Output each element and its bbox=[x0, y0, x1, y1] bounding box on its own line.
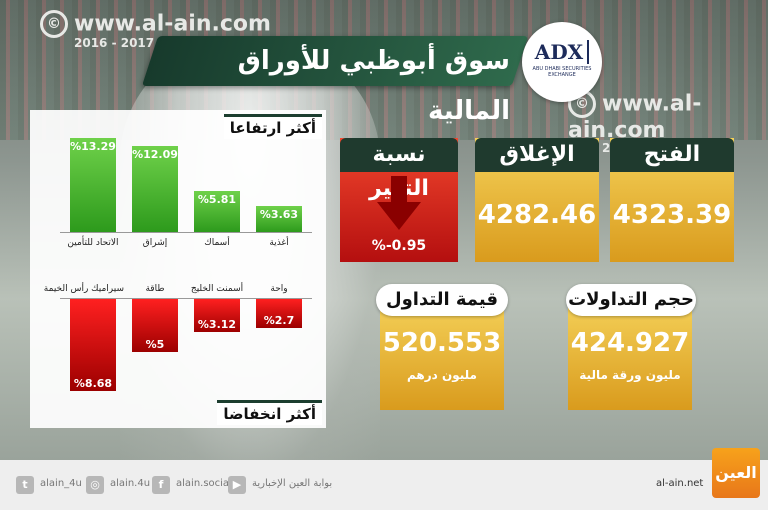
volume-value: 424.927 bbox=[570, 328, 690, 358]
open-card: الفتح 4323.39 bbox=[610, 138, 734, 262]
copyright-icon: © bbox=[40, 10, 68, 38]
open-value: 4323.39 bbox=[612, 200, 732, 230]
gainer-value: %13.29 bbox=[70, 140, 116, 153]
turnover-unit: مليون درهم bbox=[407, 368, 477, 382]
volume-card: 424.927 مليون ورقة مالية bbox=[568, 298, 692, 410]
brand-watermark-top: © www.al-ain.com 2016 - 2017 bbox=[40, 10, 271, 50]
gainer-value: %5.81 bbox=[197, 192, 237, 206]
footer: t alain_4u ◎ alain.4u f alain.social ▶ ب… bbox=[0, 460, 768, 510]
open-label: الفتح bbox=[610, 138, 734, 172]
movers-panel: أكثر ارتفاعا %13.29 الاتحاد للتأمين %12.09… bbox=[30, 110, 326, 428]
facebook-icon[interactable]: f bbox=[152, 476, 170, 494]
change-body: %-0.95 bbox=[340, 168, 458, 254]
loser-bar bbox=[194, 299, 240, 333]
gainer-bar bbox=[70, 138, 116, 232]
facebook-handle[interactable]: alain.social bbox=[176, 478, 232, 489]
close-value: 4282.46 bbox=[477, 200, 597, 230]
adx-logo-abbr: ADX bbox=[535, 40, 590, 64]
al-ain-logo: العين bbox=[712, 448, 760, 498]
down-arrow-icon bbox=[377, 176, 421, 230]
adx-logo: ADX ABU DHABI SECURITIES EXCHANGE bbox=[522, 22, 602, 102]
loser-name: واحة bbox=[270, 284, 288, 294]
loser-name: سيراميك رأس الخيمة bbox=[43, 284, 124, 294]
loser-name: أسمنت الخليج bbox=[190, 284, 244, 294]
losers-label: أكثر انخفاضا bbox=[217, 400, 322, 425]
turnover-label: قيمة التداول bbox=[376, 284, 508, 316]
gainer-value: %12.09 bbox=[132, 148, 178, 162]
turnover-card: 520.553 مليون درهم bbox=[380, 298, 504, 410]
close-card: الإغلاق 4282.46 bbox=[475, 138, 599, 262]
loser-bar bbox=[256, 299, 302, 328]
loser-name: طاقة bbox=[145, 284, 165, 294]
turnover-value: 520.553 bbox=[382, 328, 502, 358]
page-title: سوق أبوظبي للأوراق المالية bbox=[237, 46, 510, 126]
volume-unit: مليون ورقة مالية bbox=[579, 368, 681, 382]
loser-value: %2.7 bbox=[263, 313, 295, 327]
instagram-icon[interactable]: ◎ bbox=[86, 476, 104, 494]
change-label: نسبة التغير bbox=[340, 138, 458, 201]
gainers-label: أكثر ارتفاعا bbox=[223, 114, 322, 139]
site-url[interactable]: al-ain.net bbox=[656, 478, 704, 489]
twitter-handle[interactable]: alain_4u bbox=[40, 478, 82, 489]
adx-logo-text: ABU DHABI SECURITIES EXCHANGE bbox=[532, 66, 592, 78]
brand-url: www.al-ain.com bbox=[74, 11, 271, 37]
gainer-bar bbox=[132, 146, 178, 232]
loser-value: %3.12 bbox=[197, 318, 237, 332]
loser-bar bbox=[132, 299, 178, 352]
gainer-name: إشراق bbox=[142, 238, 168, 248]
volume-label: حجم التداولات bbox=[566, 284, 696, 316]
gainer-value: %3.63 bbox=[259, 208, 299, 222]
gainer-name: أغذية bbox=[269, 238, 289, 248]
gainer-bar bbox=[256, 206, 302, 232]
loser-value: %5 bbox=[145, 337, 165, 351]
youtube-channel[interactable]: بوابة العين الإخبارية bbox=[252, 478, 333, 489]
instagram-handle[interactable]: alain.4u bbox=[110, 478, 151, 489]
change-card: نسبة التغير %-0.95 bbox=[340, 138, 458, 262]
change-value: %-0.95 bbox=[371, 238, 427, 254]
gainer-bar bbox=[194, 190, 240, 232]
loser-bar bbox=[70, 299, 116, 391]
brand-years: 2016 - 2017 bbox=[74, 36, 155, 50]
gainer-name: أسماك bbox=[204, 238, 230, 248]
gainer-name: الاتحاد للتأمين bbox=[67, 238, 119, 248]
losers-axis bbox=[60, 298, 312, 299]
youtube-icon[interactable]: ▶ bbox=[228, 476, 246, 494]
close-label: الإغلاق bbox=[475, 138, 599, 172]
gainers-axis bbox=[60, 232, 312, 233]
loser-value: %8.68 bbox=[73, 377, 113, 390]
twitter-icon[interactable]: t bbox=[16, 476, 34, 494]
